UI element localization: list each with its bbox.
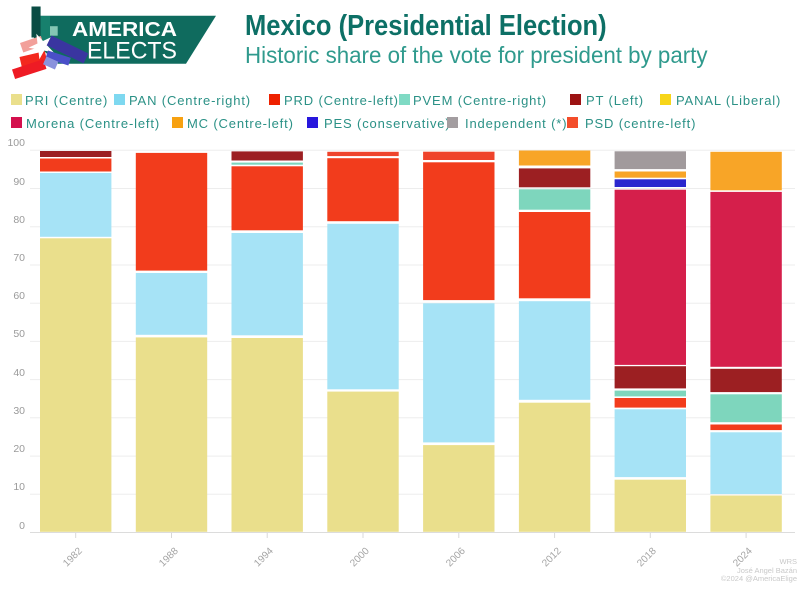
svg-text:ELECTS: ELECTS	[87, 38, 177, 65]
svg-text:AMERICA: AMERICA	[72, 19, 177, 41]
